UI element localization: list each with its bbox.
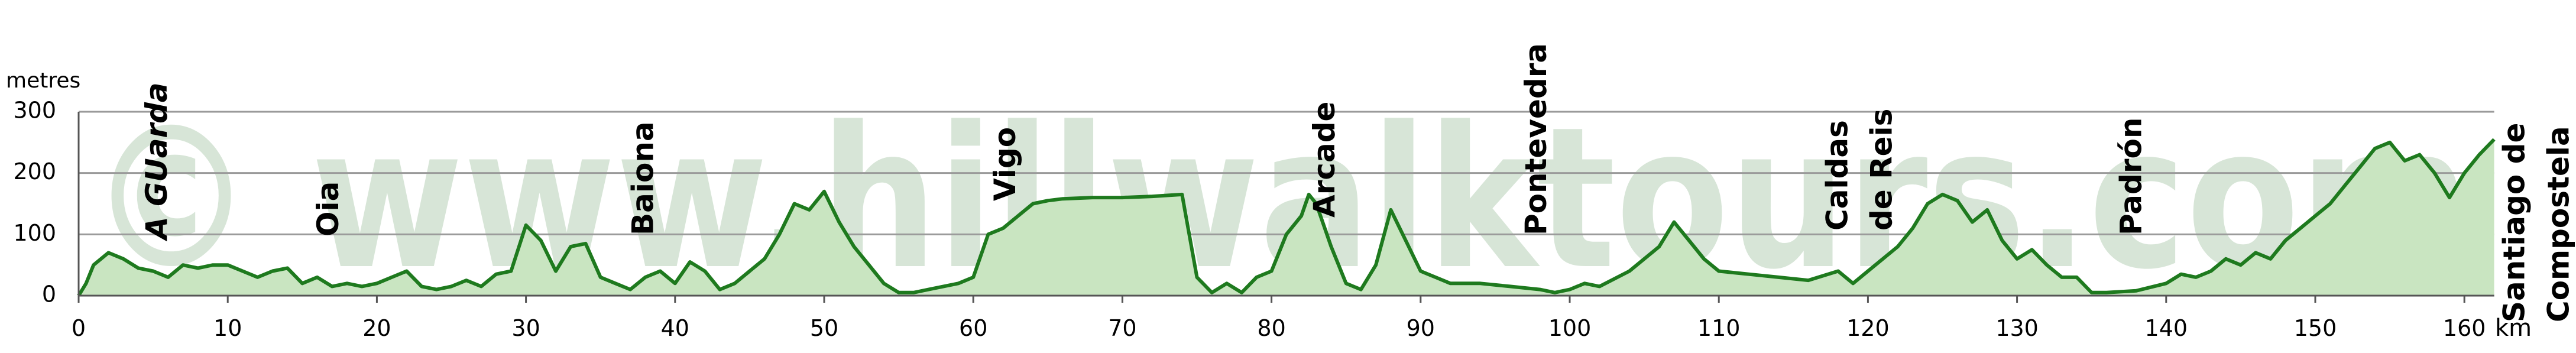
- x-tick-label: 70: [1108, 315, 1136, 341]
- x-tick-label: 60: [959, 315, 987, 341]
- place-label: Santiago de: [2497, 123, 2531, 322]
- x-tick-label: 140: [2145, 315, 2188, 341]
- elevation-line: [77, 138, 2496, 297]
- place-label: Pontevedra: [1519, 43, 1553, 235]
- place-label: de Reis: [1864, 109, 1898, 231]
- x-tick-label: 130: [1995, 315, 2039, 341]
- x-tick-label: 100: [1548, 315, 1592, 341]
- x-tick-label: 50: [810, 315, 838, 341]
- x-tick-label: 90: [1407, 315, 1435, 341]
- x-tick-label: 30: [511, 315, 540, 341]
- place-label: Compostela: [2541, 126, 2575, 322]
- x-tick-label: 110: [1697, 315, 1741, 341]
- y-tick-label: 300: [13, 98, 56, 124]
- place-label: Arcade: [1307, 102, 1342, 218]
- place-label: A GUarda: [140, 82, 174, 242]
- place-label: Padrón: [2114, 118, 2148, 235]
- x-tick-label: 120: [1846, 315, 1890, 341]
- place-label: Vigo: [988, 127, 1022, 201]
- x-axis-label: km: [2495, 315, 2532, 342]
- x-tick-label: 0: [72, 315, 86, 341]
- y-tick-label: 0: [42, 281, 56, 307]
- x-tick-label: 80: [1257, 315, 1285, 341]
- elevation-area: [79, 139, 2494, 296]
- x-tick-label: 20: [362, 315, 391, 341]
- y-axis-label: metres: [6, 69, 80, 93]
- place-label: Caldas: [1820, 120, 1854, 231]
- y-tick-label: 100: [13, 220, 56, 246]
- place-label: Oia: [311, 182, 345, 237]
- x-tick-label: 160: [2443, 315, 2486, 341]
- x-tick-label: 10: [213, 315, 242, 341]
- y-tick-label: 200: [13, 158, 56, 184]
- place-label: Baiona: [626, 121, 660, 235]
- x-tick-label: 40: [661, 315, 689, 341]
- x-tick-label: 150: [2294, 315, 2337, 341]
